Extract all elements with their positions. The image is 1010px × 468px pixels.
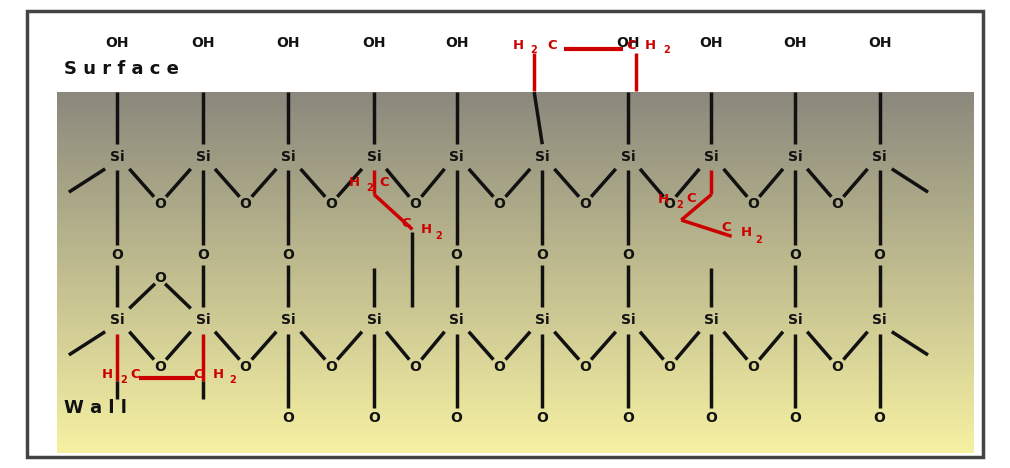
- Text: H: H: [212, 368, 223, 381]
- Text: O: O: [450, 411, 463, 425]
- Text: O: O: [494, 359, 505, 373]
- Text: H: H: [348, 176, 360, 190]
- Text: O: O: [747, 197, 760, 211]
- Text: O: O: [622, 411, 634, 425]
- Text: 2: 2: [367, 183, 374, 193]
- Text: Si: Si: [788, 150, 802, 164]
- Text: OH: OH: [277, 36, 300, 50]
- Text: Si: Si: [196, 150, 210, 164]
- Text: O: O: [664, 197, 676, 211]
- Text: O: O: [368, 411, 380, 425]
- Text: O: O: [325, 197, 337, 211]
- Text: O: O: [579, 197, 591, 211]
- Text: C: C: [130, 368, 140, 381]
- Text: C: C: [547, 39, 558, 52]
- Text: O: O: [706, 411, 717, 425]
- Text: O: O: [197, 248, 209, 262]
- Text: Si: Si: [620, 313, 635, 327]
- Text: O: O: [155, 359, 166, 373]
- Text: Si: Si: [367, 313, 382, 327]
- Text: OH: OH: [105, 36, 129, 50]
- Text: O: O: [409, 197, 421, 211]
- Text: Si: Si: [367, 150, 382, 164]
- Text: Si: Si: [281, 150, 296, 164]
- Text: OH: OH: [363, 36, 386, 50]
- Text: O: O: [536, 248, 548, 262]
- Text: Si: Si: [449, 150, 464, 164]
- Text: O: O: [155, 271, 166, 285]
- Text: 2: 2: [755, 234, 763, 245]
- Text: O: O: [747, 359, 760, 373]
- Text: OH: OH: [700, 36, 723, 50]
- Text: OH: OH: [191, 36, 214, 50]
- Text: 2: 2: [435, 231, 442, 241]
- Text: C: C: [722, 220, 731, 234]
- Text: O: O: [494, 197, 505, 211]
- Text: O: O: [325, 359, 337, 373]
- Text: 2: 2: [229, 374, 236, 385]
- Text: Si: Si: [196, 313, 210, 327]
- Text: O: O: [283, 411, 294, 425]
- Text: C: C: [193, 368, 203, 381]
- Text: O: O: [283, 248, 294, 262]
- Text: O: O: [409, 359, 421, 373]
- Text: O: O: [239, 197, 251, 211]
- Text: 2: 2: [676, 200, 683, 210]
- Text: Si: Si: [620, 150, 635, 164]
- Text: O: O: [874, 248, 886, 262]
- Text: O: O: [239, 359, 251, 373]
- Text: O: O: [450, 248, 463, 262]
- Text: S u r f a c e: S u r f a c e: [64, 60, 179, 78]
- Text: Si: Si: [110, 150, 124, 164]
- Text: C: C: [380, 176, 389, 190]
- Text: Si: Si: [281, 313, 296, 327]
- Text: O: O: [789, 411, 801, 425]
- Text: O: O: [789, 248, 801, 262]
- Text: C: C: [626, 39, 635, 52]
- Text: Si: Si: [704, 313, 719, 327]
- Text: OH: OH: [868, 36, 892, 50]
- Text: O: O: [622, 248, 634, 262]
- Text: Si: Si: [704, 150, 719, 164]
- Text: Si: Si: [873, 313, 887, 327]
- Text: H: H: [658, 193, 669, 205]
- Text: O: O: [831, 359, 843, 373]
- Text: H: H: [512, 39, 523, 52]
- Text: Si: Si: [873, 150, 887, 164]
- Text: O: O: [155, 197, 166, 211]
- Text: W a l l: W a l l: [64, 400, 126, 417]
- Text: Si: Si: [535, 313, 549, 327]
- Text: H: H: [741, 226, 752, 239]
- Text: C: C: [402, 217, 411, 230]
- Text: O: O: [831, 197, 843, 211]
- Text: O: O: [664, 359, 676, 373]
- Text: O: O: [579, 359, 591, 373]
- Text: O: O: [111, 248, 123, 262]
- Text: Si: Si: [449, 313, 464, 327]
- Text: OH: OH: [784, 36, 807, 50]
- Text: OH: OH: [444, 36, 469, 50]
- Text: H: H: [102, 368, 113, 381]
- Text: Si: Si: [110, 313, 124, 327]
- Text: O: O: [874, 411, 886, 425]
- Text: 2: 2: [530, 45, 536, 55]
- Text: Si: Si: [788, 313, 802, 327]
- Text: C: C: [687, 192, 696, 205]
- Text: O: O: [536, 411, 548, 425]
- Text: OH: OH: [616, 36, 639, 50]
- Text: 2: 2: [663, 45, 670, 55]
- Text: H: H: [644, 39, 655, 52]
- Text: 2: 2: [120, 374, 126, 385]
- Text: Si: Si: [535, 150, 549, 164]
- Text: H: H: [421, 223, 432, 236]
